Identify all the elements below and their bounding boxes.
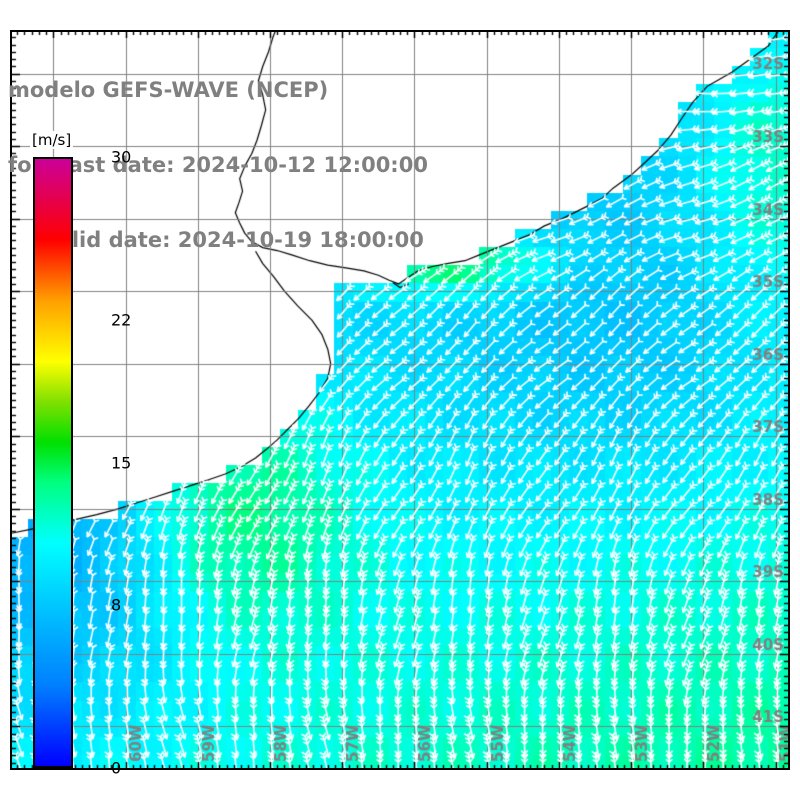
title-valid-date: valid date: 2024-10-19 18:00:00 <box>44 228 424 252</box>
figure-title: modelo GEFS-WAVE (NCEP) forecast date: 2… <box>8 28 528 303</box>
colorbar-tick-label: 0 <box>111 758 122 778</box>
colorbar-tick-label: 8 <box>111 595 122 615</box>
colorbar-tick-label: 30 <box>111 147 132 167</box>
colorbar-tick-label: 15 <box>111 453 132 472</box>
title-model: modelo GEFS-WAVE (NCEP) <box>8 78 329 102</box>
colorbar-tick-label: 22 <box>111 310 132 330</box>
title-forecast-date: forecast date: 2024-10-12 12:00:00 <box>8 153 428 177</box>
colorbar-unit-label: [m/s] <box>30 131 74 149</box>
colorbar-gradient <box>33 157 73 768</box>
colorbar[interactable]: 30 22 15 8 0 <box>33 148 131 778</box>
